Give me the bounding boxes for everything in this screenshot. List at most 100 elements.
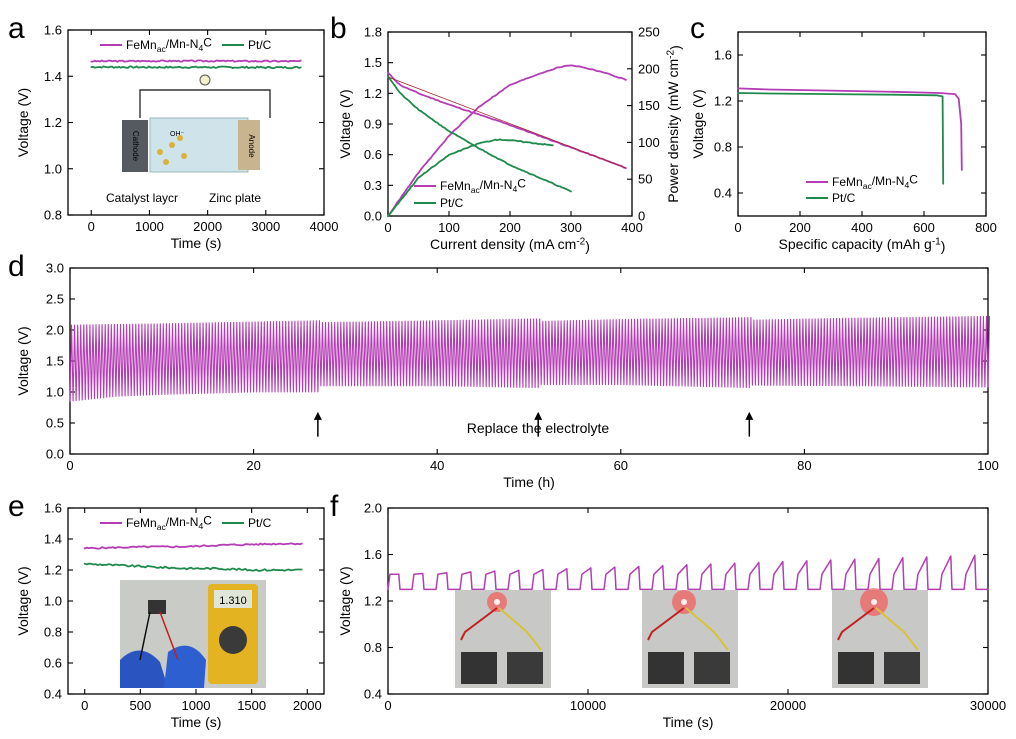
x-axis-title: Time (s) <box>171 235 222 251</box>
x-axis-title-part: Specific capacity (mAh g <box>779 236 932 252</box>
series-line-femn <box>83 542 303 550</box>
x-axis-title: Current density (mA cm-2) <box>430 236 590 254</box>
x-tick-label: 0 <box>384 220 391 235</box>
series-line-femn <box>737 87 963 171</box>
y-tick-label: 1.2 <box>44 115 62 130</box>
series-line-femn <box>387 554 989 591</box>
x-axis-title: Time (s) <box>663 714 714 730</box>
y-tick-label: 1.6 <box>44 23 62 38</box>
panel-c: 0 200 400 600 800 0.4 0.8 1.2 1.6 Specific capaci… <box>690 31 997 254</box>
cell-left <box>838 652 874 684</box>
x-axis-title: Time (h) <box>503 474 555 490</box>
wire-red <box>460 607 498 641</box>
legend-ptc-label: Pt/C <box>248 38 272 52</box>
arrow-head <box>534 411 543 420</box>
y-tick-label: 1.8 <box>364 25 382 40</box>
y2-tick-label: 100 <box>638 135 660 150</box>
glove-left <box>120 650 168 688</box>
x-tick-label: 0 <box>384 698 391 713</box>
x-tick-label: 3000 <box>251 219 280 234</box>
x-tick-label: 300 <box>560 220 582 235</box>
y-tick-label: 1.6 <box>364 547 382 562</box>
x-tick-label: 20 <box>246 458 260 473</box>
y-tick-label: 2.5 <box>46 292 64 307</box>
y-tick-label: 0.8 <box>364 640 382 655</box>
legend-femn-label-part: /Mn-N <box>872 174 905 188</box>
legend-ptc-label-part: Pt/C <box>248 516 272 530</box>
led-photo-1 <box>455 590 551 688</box>
x-tick-label: 1000 <box>135 219 164 234</box>
multimeter-photo: 1.310 <box>120 580 266 688</box>
x-axis-title-part: ) <box>941 238 946 254</box>
x-tick-label: 80 <box>797 458 811 473</box>
y-tick-label: 0.5 <box>46 416 64 431</box>
series-line-ptc <box>83 562 303 572</box>
y-tick-label: 1.4 <box>44 532 62 547</box>
y2-tick-label: 0 <box>638 209 645 224</box>
series-line-femn <box>90 59 302 63</box>
y-tick-label: 0.6 <box>364 147 382 162</box>
y-tick-label: 1.2 <box>714 94 732 109</box>
legend-femn-label-part: 4 <box>198 43 203 53</box>
annotation-text: Replace the electrolyte <box>467 420 610 436</box>
y-tick-label: 1.5 <box>364 55 382 70</box>
particle <box>163 159 169 165</box>
cathode-label: Cathode <box>131 131 140 162</box>
x-tick-label: 100 <box>977 458 999 473</box>
anode-label: Anode <box>247 134 256 158</box>
x-tick-label: 20000 <box>770 698 806 713</box>
legend-femn-label-part: C <box>517 177 526 191</box>
glove-right <box>164 645 206 688</box>
probe-black <box>139 611 151 661</box>
legend-femn-label-part: FeMn <box>126 38 157 52</box>
y-tick-label: 0.8 <box>44 208 62 223</box>
particle <box>169 142 175 148</box>
panel-b: 0 100 200 300 400 0.0 0.3 0.6 0.9 1.2 1.5 1.8 Curren… <box>337 25 683 254</box>
x-tick-label: 200 <box>499 220 521 235</box>
series-line-ptc-right <box>387 138 554 218</box>
y-axis-title: Voltage (V) <box>337 566 353 635</box>
y-tick-label: 1.6 <box>714 48 732 63</box>
particle <box>157 149 163 155</box>
y-tick-label: 1.2 <box>364 86 382 101</box>
x-axis-title: Time (s) <box>171 714 222 730</box>
y-tick-label: 0.4 <box>364 687 382 702</box>
x-tick-label: 2000 <box>193 219 222 234</box>
legend-femn-label-part: 4 <box>512 184 517 194</box>
multimeter-dial <box>219 626 247 654</box>
y-axis-title: Voltage (V) <box>15 566 31 635</box>
legend-ptc-label-part: Pt/C <box>832 191 856 205</box>
panel-label-d: d <box>8 250 25 283</box>
x-tick-label: 40 <box>430 458 444 473</box>
legend-ptc-label-part: Pt/C <box>248 38 272 52</box>
x-axis-title-part: Current density (mA cm <box>430 236 576 252</box>
series-line-femn-right <box>387 64 627 217</box>
legend-femn-label-part: FeMn <box>126 516 157 530</box>
ion-label: OH⁻ <box>170 131 185 138</box>
x-axis-title-part: -1 <box>932 236 941 247</box>
legend-femn-label-part: FeMn <box>832 175 863 189</box>
x-tick-label: 400 <box>621 220 643 235</box>
x-tick-label: 800 <box>975 220 997 235</box>
series-line-cycling <box>69 315 991 402</box>
y-tick-label: 1.0 <box>46 385 64 400</box>
legend-femn-label: FeMnac/Mn-N4C <box>126 514 212 532</box>
led <box>681 599 687 605</box>
cell-right <box>884 652 920 684</box>
x-tick-label: 10000 <box>570 698 606 713</box>
multimeter-display <box>214 590 252 608</box>
y-tick-label: 0.4 <box>714 186 732 201</box>
x-tick-label: 60 <box>614 458 628 473</box>
y-tick-label: 0.3 <box>364 178 382 193</box>
y-tick-label: 0.8 <box>44 625 62 640</box>
x-tick-label: 0 <box>66 458 73 473</box>
x-axis-title-part: ) <box>585 238 590 254</box>
y2-axis-title: Power density (mW cm-2) <box>665 45 683 203</box>
y-axis-title: Voltage (V) <box>690 89 706 158</box>
multimeter-reading: 1.310 <box>219 595 247 607</box>
legend-femn-label-part: ac <box>471 185 481 195</box>
cell-left <box>648 652 684 684</box>
battery-cell <box>148 600 166 614</box>
series-line-ptc-left <box>387 75 572 193</box>
arrow-head <box>745 411 754 420</box>
